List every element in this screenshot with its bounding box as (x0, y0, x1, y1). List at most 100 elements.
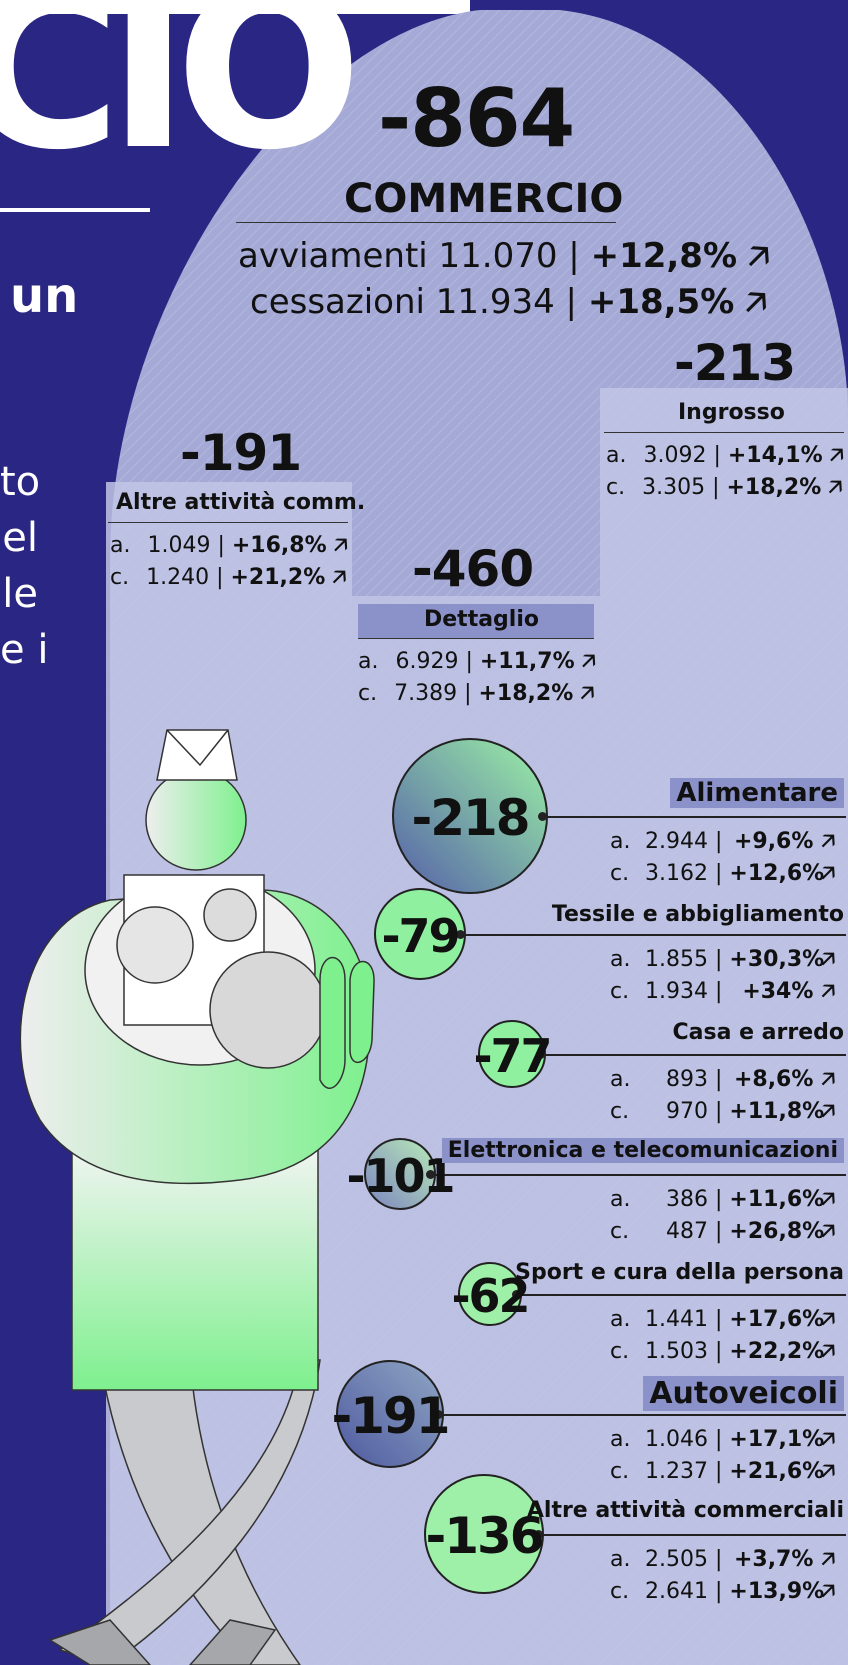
row-value: 2.505 (645, 1547, 708, 1572)
altre-total: -191 (180, 424, 302, 482)
side-text-frag-a: to (0, 459, 41, 505)
row-value: 1.049 (147, 533, 211, 558)
dettaglio-label: Dettaglio (424, 607, 540, 632)
dettaglio-total: -460 (412, 540, 534, 598)
arrow-up-right-icon: 🡥 (813, 1187, 836, 1212)
row-label: a. (610, 1547, 631, 1572)
row-value: 3.092 (643, 443, 707, 468)
row-pct: +8,6% (733, 1067, 814, 1092)
row-label: a. (110, 533, 131, 558)
row-label: c. (610, 1099, 630, 1124)
row-separator: | (708, 947, 730, 972)
arrow-up-right-icon: 🡥 (813, 829, 836, 854)
side-text-un: un (10, 268, 79, 324)
arrow-up-right-icon: 🡥 (745, 282, 768, 322)
sector-label: Altre attività commerciali (526, 1498, 844, 1523)
row-label: c. (610, 1459, 630, 1484)
sector-row-a: a. 893 | +8,6% 🡥 (610, 1062, 846, 1100)
dettaglio-label-bg (358, 604, 594, 638)
row-pct: +9,6% (733, 829, 814, 854)
sector-circle (336, 1360, 444, 1468)
sector-row-c: c. 2.641 | +13,9% 🡥 (610, 1574, 846, 1612)
sector-connector-line (430, 1174, 846, 1176)
sector-row-a: a. 1.046 | +17,1% 🡥 (610, 1422, 846, 1460)
sector-circle (478, 1020, 546, 1088)
sector-connector-line (460, 934, 846, 936)
ingrosso-total: -213 (674, 334, 796, 392)
row-separator: | (708, 1067, 730, 1092)
row-separator: | (708, 861, 730, 886)
arrow-up-right-icon: 🡥 (813, 1219, 836, 1244)
arrow-up-right-icon: 🡥 (580, 681, 595, 706)
row-label: a. (610, 829, 631, 854)
arrow-up-right-icon: 🡥 (813, 1067, 836, 1092)
row-separator: | (708, 829, 730, 854)
arrow-up-right-icon: 🡥 (813, 1427, 836, 1452)
row-label: c. (610, 1219, 630, 1244)
row-label: a. (610, 1067, 631, 1092)
row-pct: +26,8% (729, 1219, 825, 1244)
row-pct: +13,9% (729, 1579, 825, 1604)
row-value: 1.046 (645, 1427, 708, 1452)
altre-label: Altre attività comm. (116, 490, 366, 515)
ingrosso-rule (604, 432, 844, 433)
arrow-up-right-icon: 🡥 (813, 861, 836, 886)
row-label: a. (358, 649, 379, 674)
sector-row-c: c. 970 | +11,8% 🡥 (610, 1094, 846, 1132)
row-value: 1.855 (645, 947, 708, 972)
dettaglio-row-a: a. 6.929 | +11,7% 🡥 (358, 649, 596, 674)
arrow-up-right-icon: 🡥 (332, 565, 347, 590)
row-pct: +34% (742, 979, 814, 1004)
sector-circle (364, 1138, 436, 1210)
sector-label: Casa e arredo (672, 1020, 845, 1045)
arrow-up-right-icon: 🡥 (747, 236, 770, 276)
row-value: 6.929 (395, 649, 459, 674)
sector-value: -62 (451, 1269, 530, 1324)
sector-row-a: a. 2.505 | +3,7% 🡥 (610, 1542, 846, 1580)
row-label: c. (358, 681, 378, 706)
sector-connector-line (516, 1294, 846, 1296)
commercio-cessazioni: cessazioni 11.934 | +18,5% 🡥 (250, 278, 767, 335)
row-label: c. (610, 1339, 630, 1364)
row-pct: +22,2% (729, 1339, 825, 1364)
side-text-frag-c: le (2, 571, 38, 617)
row-value: 487 (666, 1219, 708, 1244)
sector-row-c: c. 1.934 | +34% 🡥 (610, 974, 846, 1012)
row-value: 2.944 (645, 829, 708, 854)
sector-label: Tessile e abbigliamento (551, 902, 844, 927)
sector-circle (374, 888, 466, 980)
arrow-up-right-icon: 🡥 (828, 475, 843, 500)
altre-rule (108, 522, 348, 523)
row-pct: +12,6% (729, 861, 825, 886)
avviamenti-pct: +12,8% (590, 236, 738, 276)
row-value: 2.641 (645, 1579, 708, 1604)
row-pct: +14,1% (727, 443, 823, 468)
sector-label: Autoveicoli (643, 1376, 844, 1411)
arrow-up-right-icon: 🡥 (813, 1099, 836, 1124)
sector-value: -101 (346, 1149, 455, 1204)
commercio-total: -864 (378, 72, 575, 165)
row-label: a. (610, 947, 631, 972)
ingrosso-row-a: a. 3.092 | +14,1% 🡥 (606, 443, 844, 468)
side-text-frag-d: e i (0, 627, 49, 673)
row-separator: | (708, 1459, 730, 1484)
sector-value: -79 (381, 909, 460, 964)
ingrosso-bar (600, 388, 848, 1665)
row-value: 1.237 (645, 1459, 708, 1484)
sector-row-a: a. 1.441 | +17,6% 🡥 (610, 1302, 846, 1340)
row-value: 893 (666, 1067, 708, 1092)
row-value: 970 (666, 1099, 708, 1124)
avviamenti-text: avviamenti 11.070 | (238, 236, 580, 276)
row-separator: | (708, 1547, 730, 1572)
top-band (0, 0, 470, 14)
title-underline (0, 208, 150, 212)
arrow-up-right-icon: 🡥 (813, 1547, 836, 1572)
person-illustration (19, 729, 375, 1665)
sector-connector-line (540, 1054, 846, 1056)
sector-row-c: c. 487 | +26,8% 🡥 (610, 1214, 846, 1252)
row-value: 1.503 (645, 1339, 708, 1364)
row-separator: | (708, 979, 730, 1004)
row-value: 386 (666, 1187, 708, 1212)
sector-value: -218 (411, 788, 530, 847)
